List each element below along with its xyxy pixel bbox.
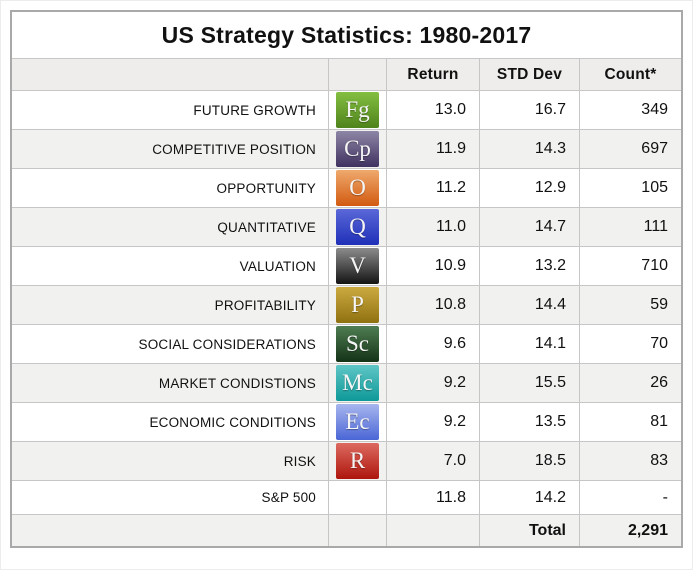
total-return-cell-empty — [386, 515, 479, 546]
return-value: 11.0 — [386, 208, 479, 246]
badge-cell: Sc — [328, 325, 386, 363]
table-row-profitability: PROFITABILITY P 10.8 14.4 59 — [12, 285, 681, 324]
strategy-label: OPPORTUNITY — [216, 180, 316, 196]
strategy-badge-q: Q — [336, 209, 379, 245]
badge-cell: Fg — [328, 91, 386, 129]
badge-cell: R — [328, 442, 386, 480]
count-value: 59 — [579, 286, 681, 324]
total-count-value: 2,291 — [579, 515, 681, 546]
stddev-value: 13.5 — [479, 403, 579, 441]
strategy-badge-ec: Ec — [336, 404, 379, 440]
stddev-value: 14.7 — [479, 208, 579, 246]
header-return: Return — [386, 59, 479, 90]
return-value: 9.2 — [386, 364, 479, 402]
strategy-badge-cp: Cp — [336, 131, 379, 167]
stddev-value: 16.7 — [479, 91, 579, 129]
stddev-value: 13.2 — [479, 247, 579, 285]
count-value: 70 — [579, 325, 681, 363]
table-row-total: Total 2,291 — [12, 514, 681, 546]
strategy-badge-o: O — [336, 170, 379, 206]
badge-cell: Q — [328, 208, 386, 246]
strategy-badge-sc: Sc — [336, 326, 379, 362]
table-header-row: Return STD Dev Count* — [12, 58, 681, 90]
badge-cell: O — [328, 169, 386, 207]
count-value: 697 — [579, 130, 681, 168]
us-strategy-statistics-table: US Strategy Statistics: 1980-2017 Return… — [10, 10, 683, 548]
return-value: 10.8 — [386, 286, 479, 324]
header-count: Count* — [579, 59, 681, 90]
count-value: 26 — [579, 364, 681, 402]
strategy-label: PROFITABILITY — [214, 297, 316, 313]
strategy-label: QUANTITATIVE — [217, 219, 316, 235]
strategy-label: RISK — [283, 453, 316, 469]
badge-cell: Ec — [328, 403, 386, 441]
strategy-badge-r: R — [336, 443, 379, 479]
total-label: Total — [479, 515, 579, 546]
strategy-badge-fg: Fg — [336, 92, 379, 128]
stddev-value: 14.2 — [479, 481, 579, 514]
total-label-cell-empty — [12, 515, 328, 546]
strategy-label: MARKET CONDISTIONS — [158, 375, 316, 391]
strategy-badge-v: V — [336, 248, 379, 284]
table-title: US Strategy Statistics: 1980-2017 — [161, 21, 532, 48]
count-value: 81 — [579, 403, 681, 441]
return-value: 11.2 — [386, 169, 479, 207]
table-row-competitive-position: COMPETITIVE POSITION Cp 11.9 14.3 697 — [12, 129, 681, 168]
table-row-social-considerations: SOCIAL CONSIDERATIONS Sc 9.6 14.1 70 — [12, 324, 681, 363]
count-value: 105 — [579, 169, 681, 207]
header-label-cell — [12, 59, 328, 90]
table-row-risk: RISK R 7.0 18.5 83 — [12, 441, 681, 480]
count-value: 349 — [579, 91, 681, 129]
stddev-value: 14.1 — [479, 325, 579, 363]
table-row-quantitative: QUANTITATIVE Q 11.0 14.7 111 — [12, 207, 681, 246]
count-value: 83 — [579, 442, 681, 480]
badge-cell: V — [328, 247, 386, 285]
table-row-valuation: VALUATION V 10.9 13.2 710 — [12, 246, 681, 285]
count-value: 111 — [579, 208, 681, 246]
strategy-label: ECONOMIC CONDITIONS — [149, 414, 316, 430]
stddev-value: 14.4 — [479, 286, 579, 324]
table-row-economic-conditions: ECONOMIC CONDITIONS Ec 9.2 13.5 81 — [12, 402, 681, 441]
return-value: 11.8 — [386, 481, 479, 514]
table-title-row: US Strategy Statistics: 1980-2017 — [12, 12, 681, 58]
stddev-value: 15.5 — [479, 364, 579, 402]
badge-cell-empty — [328, 481, 386, 514]
table-row-market-conditions: MARKET CONDISTIONS Mc 9.2 15.5 26 — [12, 363, 681, 402]
strategy-label: VALUATION — [239, 258, 316, 274]
badge-cell: Cp — [328, 130, 386, 168]
badge-cell: Mc — [328, 364, 386, 402]
return-value: 9.2 — [386, 403, 479, 441]
stddev-value: 14.3 — [479, 130, 579, 168]
return-value: 9.6 — [386, 325, 479, 363]
return-value: 13.0 — [386, 91, 479, 129]
count-value: 710 — [579, 247, 681, 285]
return-value: 7.0 — [386, 442, 479, 480]
count-value: - — [579, 481, 681, 514]
table-row-future-growth: FUTURE GROWTH Fg 13.0 16.7 349 — [12, 90, 681, 129]
strategy-badge-p: P — [336, 287, 379, 323]
return-value: 11.9 — [386, 130, 479, 168]
strategy-label: SOCIAL CONSIDERATIONS — [138, 336, 316, 352]
header-badge-cell — [328, 59, 386, 90]
strategy-label: COMPETITIVE POSITION — [152, 141, 316, 157]
table-row-opportunity: OPPORTUNITY O 11.2 12.9 105 — [12, 168, 681, 207]
header-std-dev: STD Dev — [479, 59, 579, 90]
table-row-sp500: S&P 500 11.8 14.2 - — [12, 480, 681, 514]
badge-cell: P — [328, 286, 386, 324]
strategy-badge-mc: Mc — [336, 365, 379, 401]
stddev-value: 12.9 — [479, 169, 579, 207]
benchmark-label: S&P 500 — [261, 490, 316, 505]
strategy-label: FUTURE GROWTH — [193, 102, 316, 118]
badge-cell-empty — [328, 515, 386, 546]
stddev-value: 18.5 — [479, 442, 579, 480]
return-value: 10.9 — [386, 247, 479, 285]
